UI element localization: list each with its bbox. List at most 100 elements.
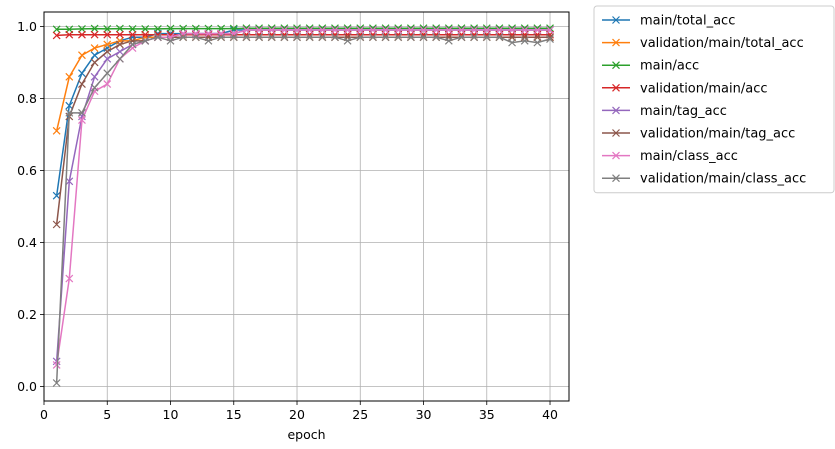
data-point <box>482 26 491 34</box>
data-point <box>166 36 175 45</box>
legend-frame <box>593 5 835 194</box>
data-point <box>115 30 124 39</box>
legend-item: main/total_acc <box>602 14 735 29</box>
y-tick-label: 0.2 <box>17 307 37 322</box>
data-point <box>103 25 112 33</box>
data-point <box>520 26 529 34</box>
data-point <box>90 44 99 52</box>
x-tick-label: 35 <box>479 407 495 422</box>
data-point <box>103 30 112 39</box>
data-point <box>166 24 175 33</box>
plot-frame <box>43 11 570 402</box>
data-point <box>368 33 377 42</box>
data-point <box>495 26 504 34</box>
legend-label: validation/main/acc <box>640 81 768 96</box>
legend-item: main/class_acc <box>602 149 738 164</box>
data-point <box>495 33 504 42</box>
series-line <box>55 36 551 225</box>
series-validation-main-tag-acc <box>52 33 554 229</box>
y-axis: 0.0 0.2 0.4 0.6 0.8 1.0 <box>17 19 44 394</box>
data-point <box>128 30 137 39</box>
data-point <box>115 24 124 33</box>
legend-marker <box>612 129 620 137</box>
data-point <box>533 26 542 34</box>
data-point <box>546 26 554 34</box>
data-point <box>103 69 112 78</box>
data-point <box>52 379 61 387</box>
data-point <box>343 36 352 45</box>
series-line <box>55 36 551 132</box>
data-point <box>103 54 112 63</box>
data-point <box>128 40 137 49</box>
x-tick-label: 25 <box>352 407 368 422</box>
data-point <box>293 26 301 34</box>
legend-label: main/acc <box>640 59 699 74</box>
legend-marker <box>612 151 620 160</box>
y-tick-label: 0.4 <box>17 235 37 250</box>
data-point <box>115 47 124 56</box>
legend-item: main/acc <box>602 59 699 74</box>
data-point <box>141 25 150 33</box>
legend-label: validation/main/tag_acc <box>640 127 795 142</box>
data-point <box>78 108 86 117</box>
data-point <box>444 26 453 34</box>
data-point <box>115 54 124 63</box>
data-point <box>419 26 428 34</box>
series-main-class-acc <box>52 26 554 369</box>
data-point <box>90 83 99 92</box>
legend-marker <box>612 174 620 183</box>
data-point <box>65 108 74 117</box>
data-point <box>191 33 200 42</box>
legend-marker <box>612 106 620 115</box>
data-point <box>115 40 124 49</box>
data-point <box>432 33 441 42</box>
data-point <box>508 38 516 47</box>
x-tick-label: 15 <box>226 407 242 422</box>
series-line <box>56 33 551 37</box>
data-point <box>204 29 213 38</box>
x-tick-label: 40 <box>542 407 558 422</box>
data-point <box>305 26 314 34</box>
data-point <box>520 36 529 45</box>
data-point <box>419 33 428 42</box>
legend-marker <box>612 16 620 24</box>
data-point <box>482 33 491 42</box>
data-point <box>217 33 226 42</box>
series-line <box>56 27 551 31</box>
legend-item: validation/main/tag_acc <box>602 127 795 142</box>
legend-item: validation/main/acc <box>602 81 768 96</box>
data-point <box>128 25 137 33</box>
data-point <box>267 33 276 42</box>
data-point <box>394 26 403 34</box>
data-point <box>204 36 213 45</box>
data-point <box>546 35 554 43</box>
data-point <box>78 30 86 39</box>
data-point <box>78 25 86 33</box>
legend: main/total_acc validation/main/total_accm… <box>593 5 835 194</box>
data-point <box>179 33 188 42</box>
data-point <box>141 36 150 45</box>
data-point <box>432 26 441 34</box>
data-point <box>394 33 403 42</box>
data-point <box>52 31 61 40</box>
data-point <box>406 33 415 42</box>
series-line <box>55 29 551 362</box>
series-main-tag-acc <box>52 26 554 366</box>
data-point <box>343 26 352 34</box>
data-point <box>141 30 150 39</box>
legend-marker <box>612 38 620 47</box>
data-point <box>470 33 479 42</box>
data-point <box>90 72 99 81</box>
data-point <box>90 24 99 33</box>
legend-marker <box>612 83 620 92</box>
legend-item: main/tag_acc <box>602 104 727 119</box>
data-point <box>457 26 466 34</box>
data-point <box>103 80 112 88</box>
series-line <box>55 36 551 384</box>
x-tick-label: 30 <box>416 407 432 422</box>
data-point <box>533 38 542 47</box>
data-point <box>179 29 188 38</box>
data-point <box>52 220 61 229</box>
y-tick-label: 1.0 <box>17 19 37 34</box>
data-point <box>293 33 301 42</box>
